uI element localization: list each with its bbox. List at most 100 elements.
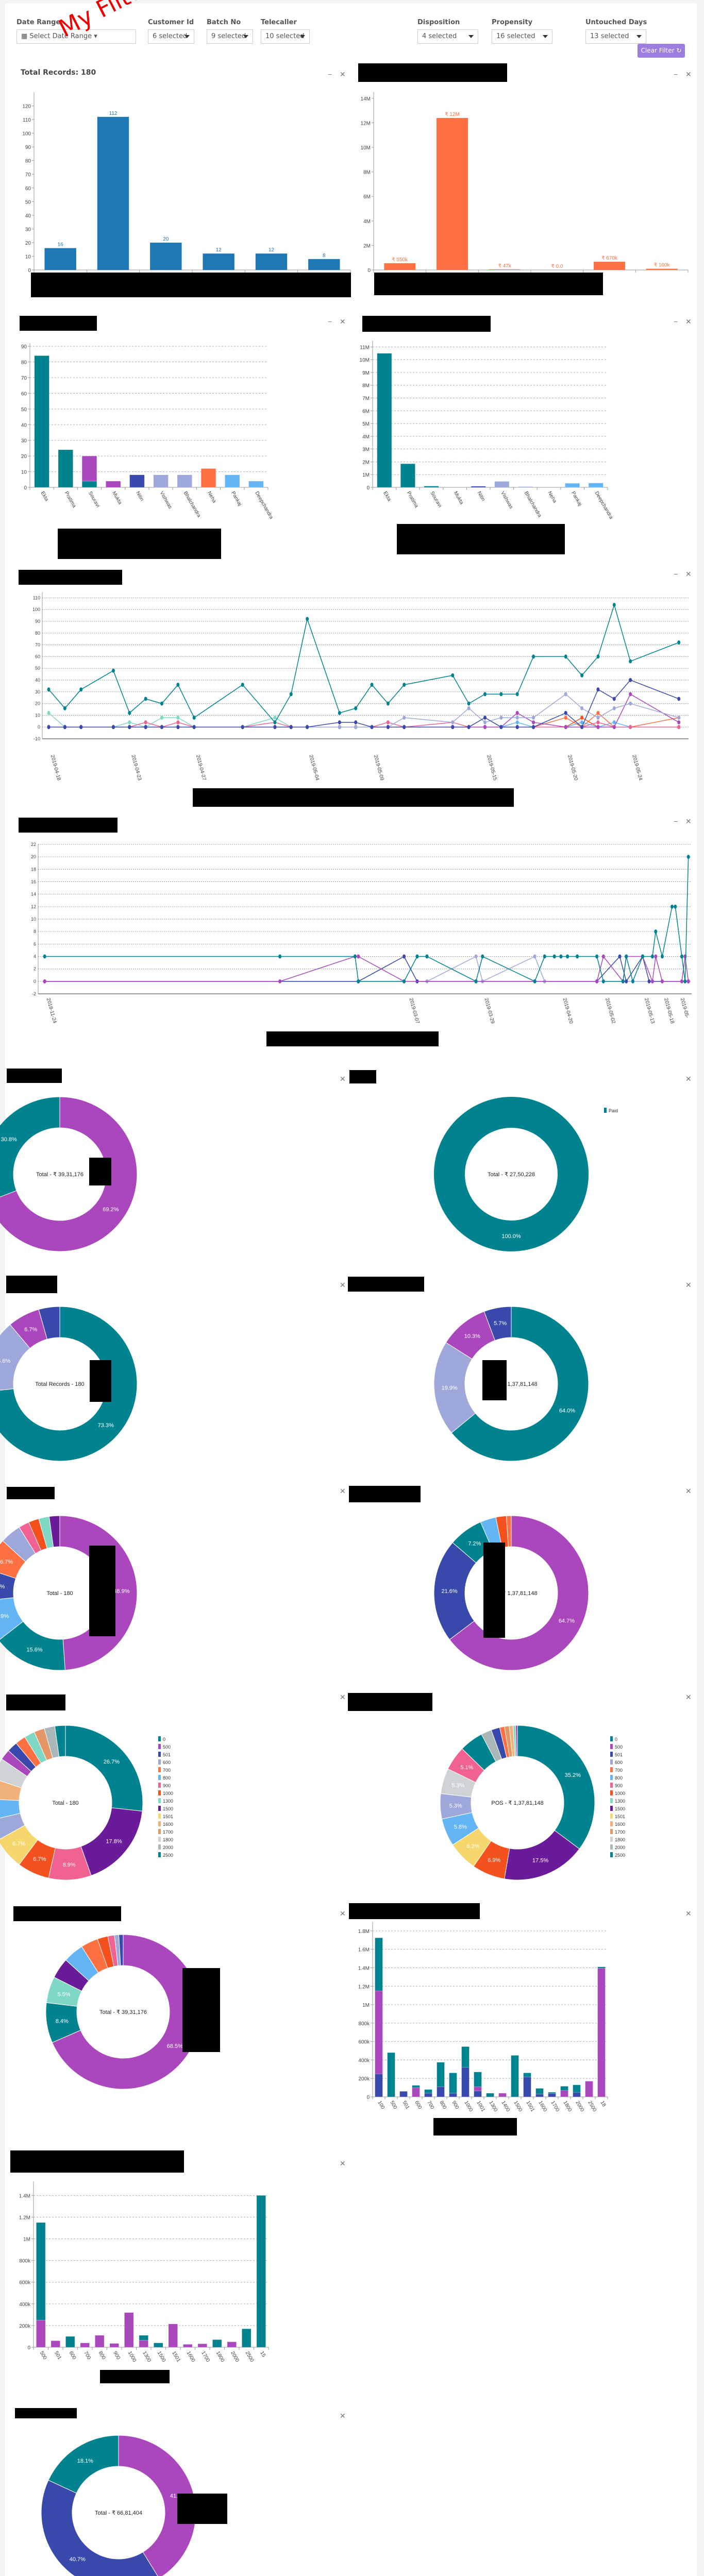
svg-text:2018-11-24: 2018-11-24 <box>45 997 58 1024</box>
close-icon[interactable]: ✕ <box>340 1693 346 1701</box>
disposition-select[interactable]: 4 selected <box>417 29 478 44</box>
svg-text:1600: 1600 <box>537 2100 548 2113</box>
redacted-block <box>89 1546 115 1636</box>
svg-text:4M: 4M <box>362 434 370 440</box>
minimize-icon[interactable]: − <box>674 317 678 326</box>
close-icon[interactable]: ✕ <box>685 1075 692 1083</box>
svg-text:Total - 180: Total - 180 <box>52 1800 78 1806</box>
chart-svg: 0 10 20 30 40 50 60 70 80 90 Ekta Pratima Souravi Muk… <box>21 343 274 520</box>
close-icon[interactable]: ✕ <box>685 570 692 578</box>
svg-text:2019-05-24: 2019-05-24 <box>631 754 643 782</box>
bar-segment <box>387 2052 395 2097</box>
svg-text:0: 0 <box>366 2095 370 2100</box>
close-icon[interactable]: ✕ <box>685 1487 692 1495</box>
clear-filter-button[interactable]: Clear Filter ↻ <box>638 44 685 58</box>
svg-text:100: 100 <box>22 131 31 137</box>
chevron-down-icon <box>300 35 305 38</box>
svg-text:1800: 1800 <box>163 1837 173 1842</box>
svg-text:700: 700 <box>615 1768 623 1773</box>
svg-text:1700: 1700 <box>549 2100 560 2113</box>
close-icon[interactable]: ✕ <box>685 317 692 326</box>
svg-text:500: 500 <box>389 2100 398 2110</box>
svg-text:2019-05-15: 2019-05-15 <box>485 754 498 782</box>
svg-text:50: 50 <box>21 407 27 413</box>
svg-text:16: 16 <box>58 242 64 248</box>
close-icon[interactable]: ✕ <box>340 1075 346 1083</box>
bar-segment <box>65 2336 75 2348</box>
svg-text:15.6%: 15.6% <box>0 1358 11 1364</box>
bar-segment <box>565 483 580 488</box>
svg-text:Paid: Paid <box>609 1108 618 1113</box>
redacted-block <box>349 1903 480 1919</box>
close-icon[interactable]: ✕ <box>340 1487 346 1495</box>
minimize-icon[interactable]: − <box>328 317 332 326</box>
close-icon[interactable]: ✕ <box>685 817 692 825</box>
svg-text:600: 600 <box>413 2100 423 2110</box>
svg-text:200k: 200k <box>19 2324 31 2329</box>
svg-text:6.9%: 6.9% <box>488 1857 500 1863</box>
donut-slice <box>515 1725 518 1757</box>
svg-text:1500: 1500 <box>156 2350 167 2363</box>
svg-text:2019-04-27: 2019-04-27 <box>195 754 207 782</box>
svg-text:1500: 1500 <box>163 1806 173 1811</box>
svg-text:1400: 1400 <box>500 2100 511 2113</box>
minimize-icon[interactable]: − <box>328 70 332 78</box>
svg-text:5.8%: 5.8% <box>454 1824 467 1830</box>
batch-no-filter: Batch No 9 selected <box>207 19 253 44</box>
bar-segment <box>461 2046 470 2068</box>
svg-text:12: 12 <box>31 904 36 909</box>
bar-segment <box>560 2090 568 2097</box>
customer-id-select[interactable]: 6 selected <box>148 29 194 44</box>
svg-text:10M: 10M <box>360 358 370 363</box>
propensity-select[interactable]: 16 selected <box>492 29 552 44</box>
date-range-input[interactable]: ▦ Select Date Range ▾ <box>16 29 136 44</box>
svg-text:2019-04-23: 2019-04-23 <box>130 754 142 782</box>
page-scrollbar[interactable] <box>697 0 704 2576</box>
close-icon[interactable]: ✕ <box>340 1909 346 1918</box>
bar-segment <box>535 2088 544 2094</box>
close-icon[interactable]: ✕ <box>340 1281 346 1289</box>
svg-text:8.9%: 8.9% <box>63 1862 76 1868</box>
svg-text:50: 50 <box>25 199 31 205</box>
long-trend-panel: -2 0 2 4 6 8 10 12 14 16 18 20 22 2018-11-24 2019-03-0… <box>5 807 697 1049</box>
svg-text:10M: 10M <box>361 145 371 151</box>
bar-segment <box>124 2312 134 2348</box>
svg-text:10: 10 <box>21 470 27 476</box>
close-icon[interactable]: ✕ <box>340 317 346 326</box>
close-icon[interactable]: ✕ <box>340 2412 346 2420</box>
minimize-icon[interactable]: − <box>674 570 678 578</box>
svg-text:8M: 8M <box>363 170 371 176</box>
donut-slice <box>38 1306 60 1340</box>
svg-text:18: 18 <box>599 2100 607 2108</box>
minimize-icon[interactable]: − <box>674 817 678 825</box>
close-icon[interactable]: ✕ <box>685 1909 692 1918</box>
svg-text:₹ 550k: ₹ 550k <box>392 257 408 263</box>
close-icon[interactable]: ✕ <box>685 1281 692 1289</box>
svg-text:1.2M: 1.2M <box>19 2215 30 2221</box>
telecaller-select[interactable]: 10 selected <box>261 29 310 44</box>
bar-segment <box>597 1967 606 1969</box>
close-icon[interactable]: ✕ <box>340 70 346 78</box>
records-bar-panel: 0 10 20 30 40 50 60 70 80 90 100 110 120 16 112 20 12 12 8… <box>5 60 356 302</box>
svg-text:1700: 1700 <box>200 2350 211 2363</box>
svg-text:2019-04-18: 2019-04-18 <box>49 754 62 782</box>
close-icon[interactable]: ✕ <box>685 70 692 78</box>
batch-no-select[interactable]: 9 selected <box>207 29 253 44</box>
svg-text:5.3%: 5.3% <box>451 1783 464 1789</box>
redacted-block <box>6 1276 57 1293</box>
svg-text:Mukta: Mukta <box>111 490 123 505</box>
svg-text:5.3%: 5.3% <box>449 1803 462 1809</box>
minimize-icon[interactable]: − <box>674 70 678 78</box>
untouched-days-select[interactable]: 13 selected <box>585 29 646 44</box>
close-icon[interactable]: ✕ <box>685 1693 692 1701</box>
bar-segment <box>573 2084 581 2093</box>
svg-text:Bhalchandra: Bhalchandra <box>523 490 543 519</box>
bar-segment <box>168 2324 178 2348</box>
close-icon[interactable]: ✕ <box>340 2159 346 2167</box>
donut-slice <box>48 1515 60 1548</box>
svg-text:90: 90 <box>35 619 40 624</box>
redacted-block <box>348 1277 424 1292</box>
donut-6-panel: 64.7% 21.6% 7.2% POS - ₹ 1,37,81,148 ✕ <box>349 1466 697 1672</box>
bar-segment <box>424 486 439 488</box>
date-range-label: Date Range <box>16 19 61 26</box>
